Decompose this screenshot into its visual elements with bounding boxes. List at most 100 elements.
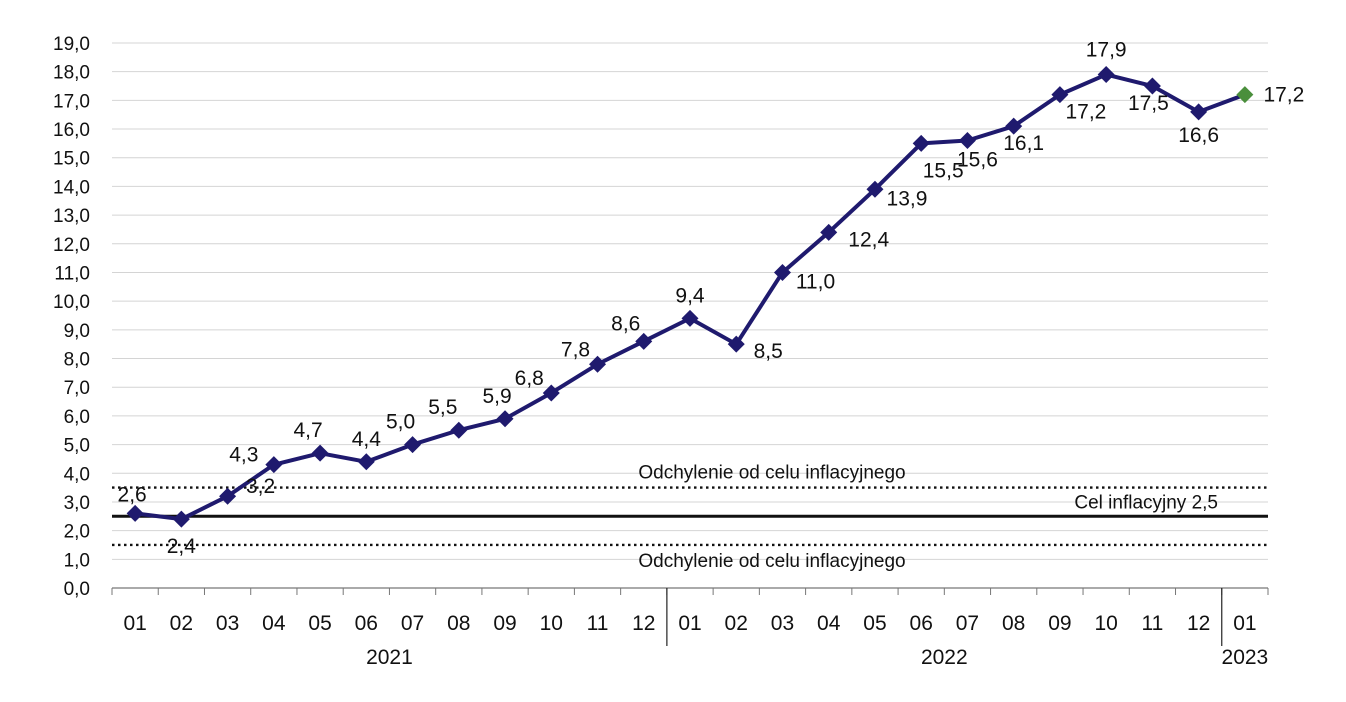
data-point <box>496 410 514 428</box>
x-tick-label: 02 <box>170 612 193 635</box>
data-point <box>357 453 375 471</box>
data-label: 17,2 <box>1065 101 1106 124</box>
data-label: 3,2 <box>246 475 275 498</box>
data-point <box>265 456 283 474</box>
data-label: 4,3 <box>229 444 258 467</box>
data-label: 15,5 <box>923 159 964 182</box>
data-label: 5,5 <box>428 396 457 419</box>
reference-line-label: Odchylenie od celu inflacyjnego <box>638 551 905 572</box>
x-tick-label: 11 <box>1141 612 1163 635</box>
data-point <box>681 309 699 327</box>
data-label: 8,6 <box>611 312 640 335</box>
y-tick-label: 3,0 <box>64 493 90 514</box>
data-point-latest <box>1236 86 1254 104</box>
x-tick-label: 09 <box>1048 612 1071 635</box>
data-labels: 2,6 2,4 3,2 4,3 4,7 4,45,0 5,5 5,96,8 7,8 8,6 9,4 8… <box>118 39 1305 559</box>
x-tick-label: 12 <box>1187 612 1210 635</box>
data-point <box>126 504 144 522</box>
x-tick-label: 10 <box>1094 612 1117 635</box>
x-tick-label: 07 <box>956 612 979 635</box>
data-label: 12,4 <box>848 228 889 251</box>
year-label: 2023 <box>1222 646 1269 669</box>
data-label: 11,0 <box>796 270 835 293</box>
x-tick-label: 02 <box>725 612 748 635</box>
data-point <box>727 335 745 353</box>
data-point <box>450 421 468 439</box>
y-tick-label: 14,0 <box>53 177 90 198</box>
x-tick-label: 08 <box>447 612 470 635</box>
reference-line-label: Odchylenie od celu inflacyjnego <box>638 463 905 484</box>
data-point <box>912 134 930 152</box>
data-label: 7,8 <box>561 338 590 361</box>
year-label: 2021 <box>366 646 413 669</box>
data-point <box>172 510 190 528</box>
x-tick-label: 03 <box>771 612 794 635</box>
year-label: 2022 <box>921 646 968 669</box>
data-point <box>589 355 607 373</box>
data-label: 16,1 <box>1003 132 1044 155</box>
data-point <box>1143 77 1161 95</box>
x-tick-label: 01 <box>1233 612 1256 635</box>
y-tick-label: 11,0 <box>54 263 90 284</box>
data-point <box>542 384 560 402</box>
data-label: 17,2 <box>1263 84 1304 107</box>
data-point <box>958 132 976 150</box>
x-tick-label: 04 <box>817 612 841 635</box>
data-label: 6,8 <box>515 367 544 390</box>
y-tick-label: 0,0 <box>64 579 90 600</box>
x-tick-label: 12 <box>632 612 655 635</box>
y-axis: 0,0 1,0 2,0 3,0 4,0 5,0 6,0 7,0 8,0 9,0 10,0 11,0 12… <box>53 34 90 600</box>
x-axis: 01 02 03 04 05 06 07 08 09 10 11 12 01 02 03 04 05 06 07 08… <box>111 587 1269 669</box>
y-tick-label: 6,0 <box>64 407 90 428</box>
data-label: 17,5 <box>1128 92 1169 115</box>
data-label: 4,4 <box>352 428 382 451</box>
series-cpi <box>126 66 1254 528</box>
data-label: 5,9 <box>482 385 511 408</box>
y-tick-label: 12,0 <box>53 235 90 256</box>
reference-lines: Odchylenie od celu inflacyjnego Cel infla… <box>112 463 1268 572</box>
y-tick-label: 18,0 <box>53 63 90 84</box>
y-tick-label: 19,0 <box>53 34 90 55</box>
data-label: 5,0 <box>386 411 415 434</box>
y-tick-label: 9,0 <box>64 321 90 342</box>
data-point <box>1051 86 1069 104</box>
x-tick-label: 06 <box>355 612 378 635</box>
x-tick-label: 05 <box>863 612 886 635</box>
reference-line-label: Cel inflacyjny 2,5 <box>1074 492 1218 513</box>
y-tick-label: 17,0 <box>53 91 90 112</box>
y-tick-label: 1,0 <box>64 550 90 571</box>
data-label: 2,6 <box>118 483 147 506</box>
data-point <box>404 436 422 454</box>
data-label: 4,7 <box>293 419 322 442</box>
y-tick-label: 2,0 <box>64 522 90 543</box>
data-label: 17,9 <box>1086 39 1127 62</box>
y-tick-label: 15,0 <box>53 149 90 170</box>
data-point <box>635 332 653 350</box>
x-tick-label: 09 <box>493 612 516 635</box>
y-tick-label: 7,0 <box>64 378 90 399</box>
data-label: 13,9 <box>887 187 928 210</box>
x-tick-label: 10 <box>540 612 563 635</box>
data-point <box>219 487 237 505</box>
data-label: 16,6 <box>1178 124 1219 147</box>
x-tick-label: 01 <box>678 612 701 635</box>
x-tick-label: 11 <box>587 612 609 635</box>
x-tick-label: 05 <box>308 612 331 635</box>
y-tick-label: 5,0 <box>64 436 90 457</box>
data-label: 9,4 <box>675 284 705 307</box>
y-tick-label: 4,0 <box>64 464 90 485</box>
data-point <box>1097 66 1115 84</box>
data-label: 2,4 <box>167 535 197 558</box>
x-tick-label: 04 <box>262 612 286 635</box>
data-point <box>773 263 791 281</box>
y-tick-label: 16,0 <box>53 120 90 141</box>
gridlines <box>112 42 1268 560</box>
data-point <box>1005 117 1023 135</box>
data-point <box>820 223 838 241</box>
data-point <box>1190 103 1208 121</box>
y-tick-label: 13,0 <box>53 206 90 227</box>
x-tick-label: 07 <box>401 612 424 635</box>
y-tick-label: 10,0 <box>53 292 90 313</box>
y-tick-label: 8,0 <box>64 350 90 371</box>
